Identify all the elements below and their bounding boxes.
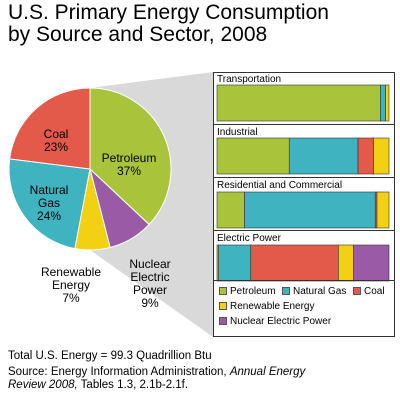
bar-segment-electric-power-nuclear-electric-power <box>353 244 390 282</box>
legend-item-coal: Coal <box>353 286 385 298</box>
source-text-2: Tables 1.3, 2.1b-2.1f. <box>77 379 189 391</box>
legend-label-renewable: Renewable Energy <box>230 301 315 312</box>
chart-title-line-2: by Source and Sector, 2008 <box>8 23 268 46</box>
sector-label-electric-power: Electric Power <box>217 233 281 244</box>
legend-item-nuclear: Nuclear Electric Power <box>219 316 331 328</box>
legend-item-petroleum: Petroleum <box>219 286 276 298</box>
sector-bars-frame <box>213 72 395 337</box>
bar-segment-residential-and-commercial-natural-gas <box>244 191 376 229</box>
pie-label-petroleum: Petroleum 37% <box>93 152 165 178</box>
legend-label-petroleum: Petroleum <box>230 286 276 297</box>
bar-segment-electric-power-natural-gas <box>218 244 252 282</box>
pie-label-natural-gas-name-2: Gas <box>37 196 60 210</box>
pie-label-petroleum-pct: 37% <box>116 164 142 178</box>
sector-label-residential-commercial: Residential and Commercial <box>217 180 343 191</box>
legend-swatch-nuclear <box>219 317 227 325</box>
pie-label-renewable-name-2: Energy <box>51 278 91 292</box>
bar-segment-industrial-renewable-energy <box>373 137 390 175</box>
legend-swatch-coal <box>353 287 361 295</box>
panel-separator <box>213 230 395 231</box>
legend-label-natural-gas: Natural Gas <box>293 286 347 297</box>
source-line-1: Source: Energy Information Administratio… <box>8 366 398 379</box>
bar-segment-residential-and-commercial-renewable-energy <box>376 191 390 229</box>
panel-separator <box>213 177 395 178</box>
footnote-total: Total U.S. Energy = 99.3 Quadrillion Btu <box>8 350 212 362</box>
sector-label-transportation: Transportation <box>217 74 282 85</box>
bar-segment-residential-and-commercial-petroleum <box>216 191 245 229</box>
source-publication-2: Review 2008, <box>8 379 78 391</box>
pie-label-natural-gas: Natural Gas 24% <box>21 184 77 223</box>
pie-label-natural-gas-pct: 24% <box>36 209 62 223</box>
pie-label-nuclear: Nuclear Electric Power 9% <box>117 258 183 310</box>
pie-label-renewable-name-1: Renewable <box>40 265 102 279</box>
sector-label-industrial: Industrial <box>217 127 258 138</box>
pie-slice-petroleum <box>89 87 172 226</box>
pie-slice-coal <box>9 87 91 170</box>
bar-segment-transportation-renewable-energy <box>385 84 390 122</box>
source-publication-1: Annual Energy <box>229 366 306 378</box>
source-text-1: Source: Energy Information Administratio… <box>8 366 230 378</box>
legend-swatch-natural-gas <box>282 287 290 295</box>
pie-slice-natural-gas <box>8 158 91 250</box>
pie-label-nuclear-pct: 9% <box>141 296 159 310</box>
legend-swatch-petroleum <box>219 287 227 295</box>
panel-separator <box>213 124 395 125</box>
pie-label-nuclear-name-2: Electric <box>130 270 170 284</box>
bar-segment-industrial-natural-gas <box>288 137 359 175</box>
pie-label-renewable: Renewable Energy 7% <box>30 266 112 305</box>
pie-label-nuclear-name-1: Nuclear <box>129 257 171 271</box>
pie-label-renewable-pct: 7% <box>62 291 80 305</box>
pie-label-petroleum-name: Petroleum <box>101 151 157 165</box>
bar-segment-transportation-petroleum <box>216 84 381 122</box>
legend-label-coal: Coal <box>364 286 385 297</box>
source-line-2: Review 2008, Tables 1.3, 2.1b-2.1f. <box>8 379 398 392</box>
pie-label-coal-name: Coal <box>43 127 69 141</box>
legend-item-renewable: Renewable Energy <box>219 301 315 313</box>
legend-swatch-renewable <box>219 302 227 310</box>
chart-title-line-1: U.S. Primary Energy Consumption <box>8 1 329 24</box>
pie-label-natural-gas-name-1: Natural <box>29 183 69 197</box>
pie-label-coal-pct: 23% <box>43 140 69 154</box>
bar-segment-electric-power-coal <box>250 244 339 282</box>
legend-separator <box>213 280 395 281</box>
legend-label-nuclear: Nuclear Electric Power <box>230 316 332 327</box>
pie-label-coal: Coal 23% <box>28 128 84 154</box>
pie-label-nuclear-name-3: Power <box>132 283 167 297</box>
bar-segment-industrial-petroleum <box>216 137 290 175</box>
footnote-source: Source: Energy Information Administratio… <box>8 366 398 392</box>
legend-item-natural-gas: Natural Gas <box>282 286 346 298</box>
chart-title: U.S. Primary Energy Consumption by Sourc… <box>8 2 398 46</box>
